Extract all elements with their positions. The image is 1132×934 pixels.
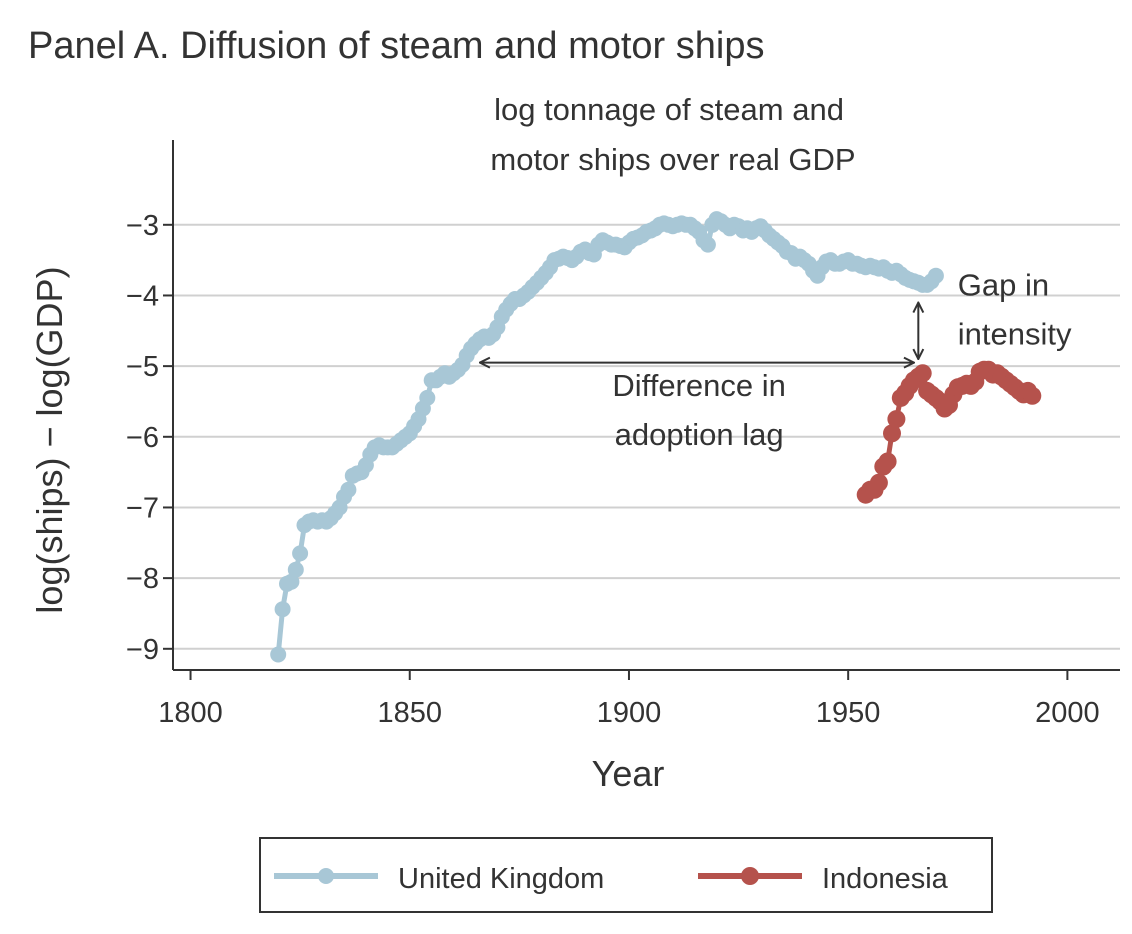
legend: United Kingdom Indonesia bbox=[259, 837, 993, 913]
annotations: Difference in adoption lag Gap in intensity bbox=[480, 267, 1072, 452]
y-tick-label-4: −5 bbox=[126, 351, 159, 383]
point-united-kingdom-1836 bbox=[340, 481, 357, 498]
point-united-kingdom-1820 bbox=[270, 646, 287, 663]
point-indonesia-1961 bbox=[887, 410, 906, 429]
x-tick-label-3: 1950 bbox=[816, 697, 881, 729]
y-tick-label-6: −3 bbox=[126, 210, 159, 242]
legend-marker-united-kingdom bbox=[318, 868, 334, 884]
point-united-kingdom-1824 bbox=[287, 561, 304, 578]
point-indonesia-1959 bbox=[878, 452, 897, 471]
legend-marker-indonesia bbox=[741, 867, 759, 885]
x-tick-label-4: 2000 bbox=[1035, 697, 1100, 729]
legend-box bbox=[259, 837, 993, 913]
point-united-kingdom-1823 bbox=[283, 573, 300, 590]
point-indonesia-1992 bbox=[1023, 386, 1042, 405]
y-tick-label-0: −9 bbox=[126, 634, 159, 666]
point-united-kingdom-1821 bbox=[274, 601, 291, 618]
legend-label-united-kingdom: United Kingdom bbox=[398, 863, 604, 895]
point-indonesia-1960 bbox=[883, 424, 901, 443]
y-tick-label-5: −4 bbox=[126, 280, 159, 312]
y-tick-label-3: −6 bbox=[126, 422, 159, 454]
adoption-lag-label-line-1: Difference in bbox=[612, 368, 785, 403]
legend-label-indonesia: Indonesia bbox=[822, 863, 949, 895]
panel-title: Panel A. Diffusion of steam and motor sh… bbox=[28, 25, 764, 67]
series bbox=[270, 211, 1042, 663]
x-tick-label-2: 1900 bbox=[597, 697, 662, 729]
axes bbox=[172, 140, 1120, 671]
point-united-kingdom-1970 bbox=[927, 267, 944, 284]
intensity-gap-label-line-2: intensity bbox=[958, 316, 1072, 351]
series-indonesia bbox=[856, 360, 1042, 504]
intensity-gap-label-line-1: Gap in bbox=[958, 267, 1049, 302]
y-axis-title: log(ships) − log(GDP) bbox=[29, 266, 70, 613]
point-indonesia-1957 bbox=[869, 473, 888, 492]
adoption-lag-label-line-2: adoption lag bbox=[615, 417, 784, 452]
chart-subtitle-line-1: log tonnage of steam and bbox=[494, 92, 844, 127]
chart-subtitle-line-2: motor ships over real GDP bbox=[490, 142, 855, 177]
series-united-kingdom bbox=[270, 211, 944, 663]
x-axis-ticks: 1800 1850 1900 1950 2000 bbox=[158, 670, 1100, 729]
x-tick-label-0: 1800 bbox=[158, 697, 223, 729]
point-united-kingdom-1854 bbox=[419, 389, 436, 406]
y-tick-label-2: −7 bbox=[126, 492, 159, 524]
y-tick-label-1: −8 bbox=[126, 563, 159, 595]
y-axis-ticks: −9 −8 −7 −6 −5 −4 −3 bbox=[126, 210, 173, 666]
x-axis-title: Year bbox=[592, 753, 665, 794]
point-united-kingdom-1825 bbox=[292, 545, 309, 562]
point-united-kingdom-1918 bbox=[699, 236, 716, 253]
point-indonesia-1967 bbox=[913, 364, 932, 383]
x-tick-label-1: 1850 bbox=[377, 697, 442, 729]
